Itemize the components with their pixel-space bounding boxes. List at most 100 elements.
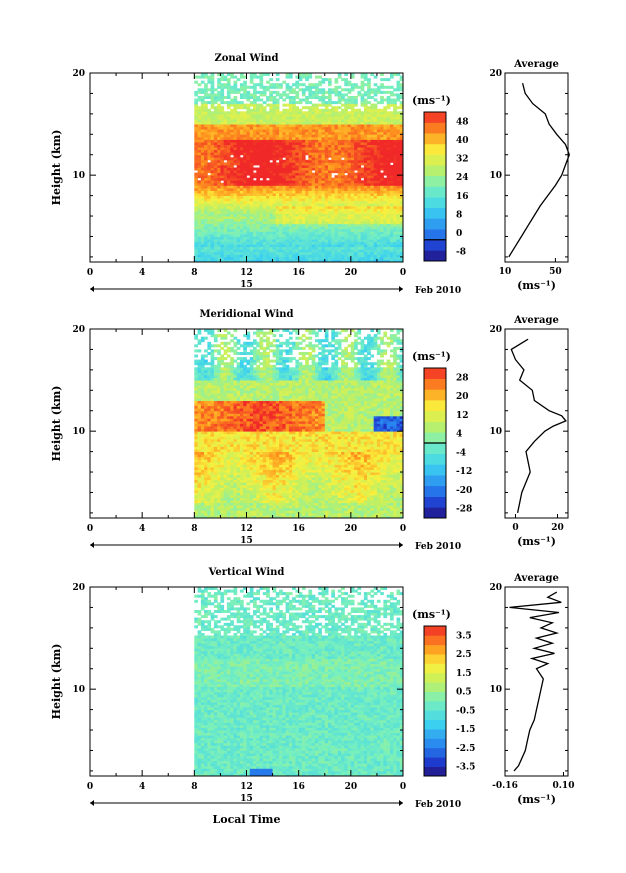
heatmap-cell bbox=[363, 126, 368, 130]
heatmap-cell bbox=[285, 116, 290, 120]
heatmap-cell bbox=[266, 195, 270, 199]
heatmap-cell bbox=[207, 346, 212, 350]
heatmap-cell bbox=[285, 195, 290, 199]
heatmap-cell bbox=[347, 116, 352, 120]
heatmap-cell bbox=[223, 144, 228, 148]
heatmap-cell bbox=[347, 147, 352, 151]
heatmap-cell bbox=[305, 180, 309, 184]
heatmap-cell bbox=[396, 193, 401, 196]
heatmap-cell bbox=[200, 144, 205, 148]
heatmap-cell bbox=[207, 443, 212, 447]
heatmap-cell bbox=[376, 111, 381, 115]
heatmap-cell bbox=[393, 159, 397, 163]
heatmap-cell bbox=[331, 144, 335, 148]
heatmap-cell bbox=[246, 164, 251, 168]
heatmap-cell bbox=[207, 385, 212, 389]
heatmap-cell bbox=[305, 239, 309, 242]
heatmap-cell bbox=[308, 259, 313, 263]
heatmap-cell bbox=[305, 246, 309, 250]
heatmap-cell bbox=[207, 164, 212, 168]
heatmap-cell bbox=[253, 175, 257, 179]
heatmap-cell bbox=[256, 213, 260, 217]
heatmap-cell bbox=[223, 139, 228, 143]
heatmap-cell bbox=[272, 223, 277, 227]
heatmap-cell bbox=[373, 134, 378, 138]
heatmap-cell bbox=[390, 241, 394, 245]
heatmap-cell bbox=[298, 241, 303, 245]
heatmap-cell bbox=[311, 142, 316, 145]
heatmap-cell bbox=[226, 236, 231, 240]
heatmap-cell bbox=[236, 106, 241, 110]
heatmap-cell bbox=[363, 136, 368, 140]
heatmap-cell bbox=[396, 98, 401, 102]
heatmap-cell bbox=[308, 119, 313, 122]
heatmap-cell bbox=[230, 147, 234, 151]
heatmap-cell bbox=[363, 103, 368, 107]
heatmap-cell bbox=[393, 180, 397, 184]
heatmap-cell bbox=[266, 180, 270, 184]
heatmap-cell bbox=[194, 205, 198, 209]
heatmap-cell bbox=[256, 147, 260, 151]
heatmap-cell bbox=[220, 446, 225, 450]
heatmap-cell bbox=[236, 221, 241, 225]
heatmap-cell bbox=[207, 144, 212, 148]
heatmap-cell bbox=[341, 205, 345, 209]
heatmap-cell bbox=[197, 423, 202, 427]
heatmap-cell bbox=[207, 505, 212, 509]
heatmap-cell bbox=[236, 139, 241, 143]
heatmap-cell bbox=[204, 400, 208, 404]
heatmap-cell bbox=[210, 454, 215, 458]
heatmap-cell bbox=[197, 213, 202, 217]
heatmap-cell bbox=[259, 193, 264, 196]
heatmap-cell bbox=[308, 142, 313, 145]
heatmap-cell bbox=[204, 149, 208, 153]
heatmap-cell bbox=[210, 492, 215, 496]
heatmap-cell bbox=[204, 507, 208, 511]
heatmap-cell bbox=[210, 369, 215, 373]
heatmap-cell bbox=[259, 182, 264, 186]
colorbar-step bbox=[424, 165, 446, 177]
heatmap-cell bbox=[275, 259, 280, 263]
heatmap-cell bbox=[334, 218, 339, 222]
heatmap-cell bbox=[367, 216, 371, 219]
heatmap-cell bbox=[246, 254, 251, 258]
heatmap-cell bbox=[321, 218, 326, 222]
heatmap-cell bbox=[292, 177, 296, 181]
heatmap-cell bbox=[331, 162, 335, 166]
heatmap-cell bbox=[285, 180, 290, 184]
heatmap-cell bbox=[279, 136, 283, 140]
heatmap-cell bbox=[204, 372, 208, 376]
heatmap-cell bbox=[321, 203, 326, 207]
heatmap-cell bbox=[207, 500, 212, 504]
heatmap-cell bbox=[213, 454, 218, 458]
heatmap-cell bbox=[328, 159, 332, 163]
heatmap-cell bbox=[334, 185, 339, 189]
heatmap-cell bbox=[399, 167, 404, 171]
heatmap-cell bbox=[243, 236, 247, 240]
heatmap-cell bbox=[399, 251, 404, 255]
heatmap-cell bbox=[363, 249, 368, 253]
heatmap-cell bbox=[324, 126, 329, 130]
heatmap-cell bbox=[200, 136, 205, 140]
heatmap-cell bbox=[217, 78, 221, 82]
heatmap-cell bbox=[393, 223, 397, 227]
heatmap-cell bbox=[298, 136, 303, 140]
heatmap-cell bbox=[390, 131, 394, 135]
heatmap-cell bbox=[253, 228, 257, 232]
heatmap-cell bbox=[197, 164, 202, 168]
heatmap-cell bbox=[360, 187, 365, 191]
heatmap-cell bbox=[249, 164, 254, 168]
heatmap-cell bbox=[393, 195, 397, 199]
heatmap-cell bbox=[262, 144, 267, 148]
heatmap-cell bbox=[256, 162, 260, 166]
heatmap-cell bbox=[386, 144, 391, 148]
heatmap-cell bbox=[204, 241, 208, 245]
heatmap-cell bbox=[334, 256, 339, 260]
heatmap-cell bbox=[370, 223, 375, 227]
heatmap-cell bbox=[380, 119, 384, 122]
heatmap-cell bbox=[256, 182, 260, 186]
heatmap-cell bbox=[370, 144, 375, 148]
heatmap-cell bbox=[217, 451, 221, 455]
heatmap-cell bbox=[363, 164, 368, 168]
heatmap-cell bbox=[217, 121, 221, 125]
